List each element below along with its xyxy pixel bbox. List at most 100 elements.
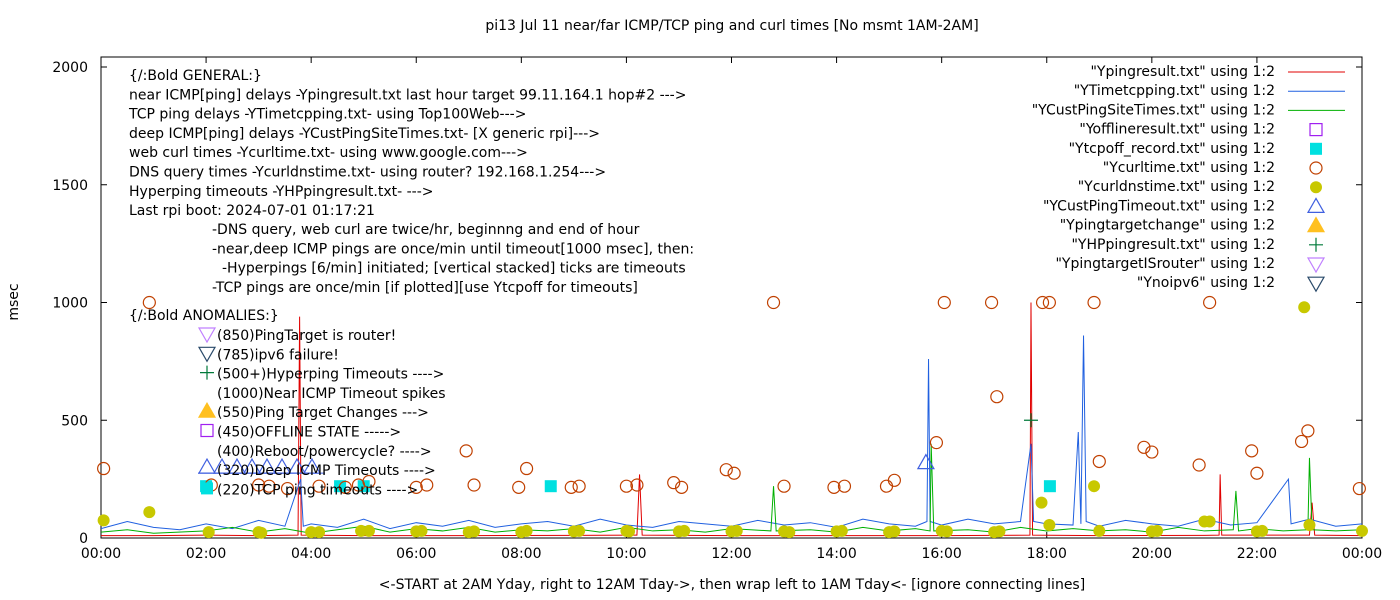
data-point [255, 526, 268, 539]
data-point [467, 478, 481, 492]
legend-label: "YTimetcpping.txt" using 1:2 [1074, 83, 1275, 99]
data-point [674, 480, 689, 494]
y-tick-label: 0 [79, 531, 88, 547]
data-point [879, 479, 894, 493]
x-tick-label: 06:00 [396, 546, 436, 562]
anomaly-symbol [197, 327, 217, 344]
data-point [572, 479, 586, 493]
data-point [1087, 295, 1101, 310]
data-point [678, 524, 691, 537]
data-point [730, 524, 743, 537]
data-point [280, 481, 295, 496]
data-point [362, 524, 375, 537]
data-point [1042, 295, 1056, 310]
legend-label: "Ypingresult.txt" using 1:2 [1090, 64, 1275, 80]
data-point [990, 390, 1004, 404]
legend-label: "Ycurldnstime.txt" using 1:2 [1078, 179, 1275, 195]
data-point [623, 525, 636, 538]
data-point [1035, 496, 1048, 509]
data-point [334, 480, 347, 493]
legend-symbol [1309, 122, 1323, 137]
y-tick-label: 2000 [52, 60, 88, 76]
data-point [719, 463, 733, 477]
annotation-anomaly: (320)Deep ICMP Timeouts ----> [217, 463, 436, 479]
data-point [667, 476, 681, 490]
anomaly-symbol [200, 423, 214, 438]
data-point [142, 295, 156, 310]
annotation-anomalies-title: {/:Bold ANOMALIES:} [129, 308, 279, 324]
annotation-general: near ICMP[ping] delays -Ypingresult.txt … [129, 87, 686, 103]
y-axis-label: msec [6, 283, 22, 320]
annotation-note: -near,deep ICMP pings are once/min until… [212, 241, 694, 257]
data-point [837, 479, 852, 493]
legend-symbol [1309, 161, 1323, 175]
data-point [940, 525, 953, 538]
data-point [1035, 295, 1050, 310]
data-point [544, 480, 557, 493]
data-point [1023, 413, 1038, 428]
data-point [916, 453, 935, 470]
data-point [1245, 444, 1259, 458]
legend-label: "Ycurltime.txt" using 1:2 [1103, 160, 1275, 176]
anomaly-symbol [197, 401, 217, 418]
legend-symbol [1306, 276, 1326, 293]
annotation-general: deep ICMP[ping] delays -YCustPingSiteTim… [129, 126, 600, 142]
data-point [357, 480, 370, 493]
data-point [887, 473, 901, 487]
x-tick-label: 14:00 [816, 546, 856, 562]
data-point [415, 524, 428, 537]
anomaly-symbol [197, 457, 217, 474]
x-tick-label: 22:00 [1237, 546, 1277, 562]
data-point [1145, 445, 1159, 459]
data-point [512, 480, 526, 494]
data-point [1203, 515, 1216, 528]
legend-label: "Ytcpoff_record.txt" using 1:2 [1069, 141, 1275, 157]
data-point [1137, 440, 1151, 454]
annotation-anomaly: (220)TCP ping timeouts ----> [217, 482, 418, 498]
data-point [1256, 524, 1269, 537]
data-point [1043, 480, 1056, 493]
x-tick-label: 00:00 [81, 546, 121, 562]
data-point [1192, 458, 1206, 472]
data-point [97, 461, 111, 476]
y-tick-label: 500 [61, 413, 88, 429]
data-point [362, 474, 376, 489]
x-tick-label: 20:00 [1132, 546, 1172, 562]
anomaly-symbol [201, 482, 213, 495]
data-point [937, 295, 951, 310]
legend-label: "YCustPingTimeout.txt" using 1:2 [1043, 198, 1275, 214]
data-point [1092, 454, 1106, 469]
y-tick-label: 1500 [52, 178, 88, 194]
data-point [1043, 519, 1056, 532]
data-point [262, 479, 276, 493]
legend-symbol [1306, 216, 1326, 233]
legend-label: "Ynoipv6" using 1:2 [1137, 275, 1275, 291]
data-point [1093, 524, 1106, 537]
annotation-anomaly: (785)ipv6 failure! [217, 347, 339, 363]
annotation-general: DNS query times -Ycurldnstime.txt- using… [129, 165, 606, 181]
data-point [993, 525, 1006, 538]
annotation-anomaly: (1000)Near ICMP Timeout spikes [217, 386, 446, 402]
x-tick-label: 18:00 [1027, 546, 1067, 562]
data-point [777, 479, 791, 493]
legend-symbol [1310, 142, 1322, 155]
data-point [1250, 466, 1264, 480]
data-point [929, 436, 944, 450]
data-point [202, 526, 215, 539]
data-point [1088, 480, 1101, 493]
x-tick-label: 00:00 [1342, 546, 1382, 562]
data-point [984, 295, 999, 310]
legend-symbol [1306, 257, 1326, 274]
x-tick-label: 10:00 [606, 546, 646, 562]
x-tick-label: 04:00 [291, 546, 331, 562]
data-point [1301, 424, 1315, 438]
data-point [783, 526, 796, 539]
x-tick-label: 12:00 [711, 546, 751, 562]
data-point [312, 479, 326, 493]
data-point [1352, 481, 1366, 496]
legend-label: "Yofflineresult.txt" using 1:2 [1079, 122, 1275, 138]
data-point [1298, 301, 1311, 314]
legend-label: "YpingtargetISrouter" using 1:2 [1055, 256, 1275, 272]
data-point [468, 525, 481, 538]
